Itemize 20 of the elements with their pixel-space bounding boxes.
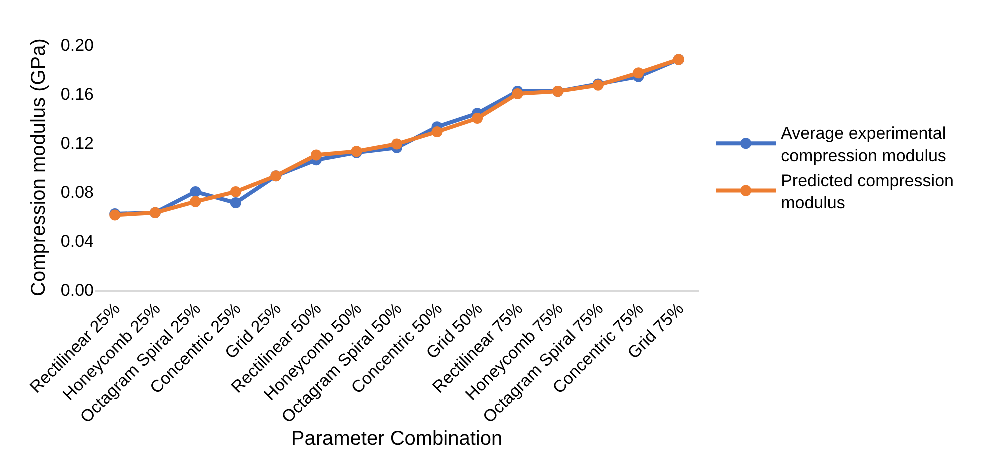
point [230, 186, 242, 198]
point [472, 113, 484, 124]
y-tick-label: 0.16 [60, 84, 94, 104]
y-tick-label: 0.20 [60, 36, 94, 55]
legend-label: Predicted compression modulus [781, 171, 954, 212]
x-axis-title: Parameter Combination [291, 428, 503, 450]
y-tick-label: 0.12 [60, 134, 94, 153]
point [310, 150, 322, 161]
point [230, 198, 242, 209]
point [392, 138, 402, 150]
legend-label: Average experimental compression modulus [781, 124, 946, 166]
point [633, 68, 644, 79]
y-tick-label: 0.00 [60, 280, 94, 300]
y-axis-title: Compression modulus (GPa) [28, 38, 50, 296]
y-tick-label: 0.04 [60, 232, 94, 251]
point [190, 196, 202, 208]
y-tick-label: 0.08 [60, 182, 94, 202]
point [432, 126, 443, 138]
point [512, 88, 524, 100]
point [190, 186, 202, 198]
